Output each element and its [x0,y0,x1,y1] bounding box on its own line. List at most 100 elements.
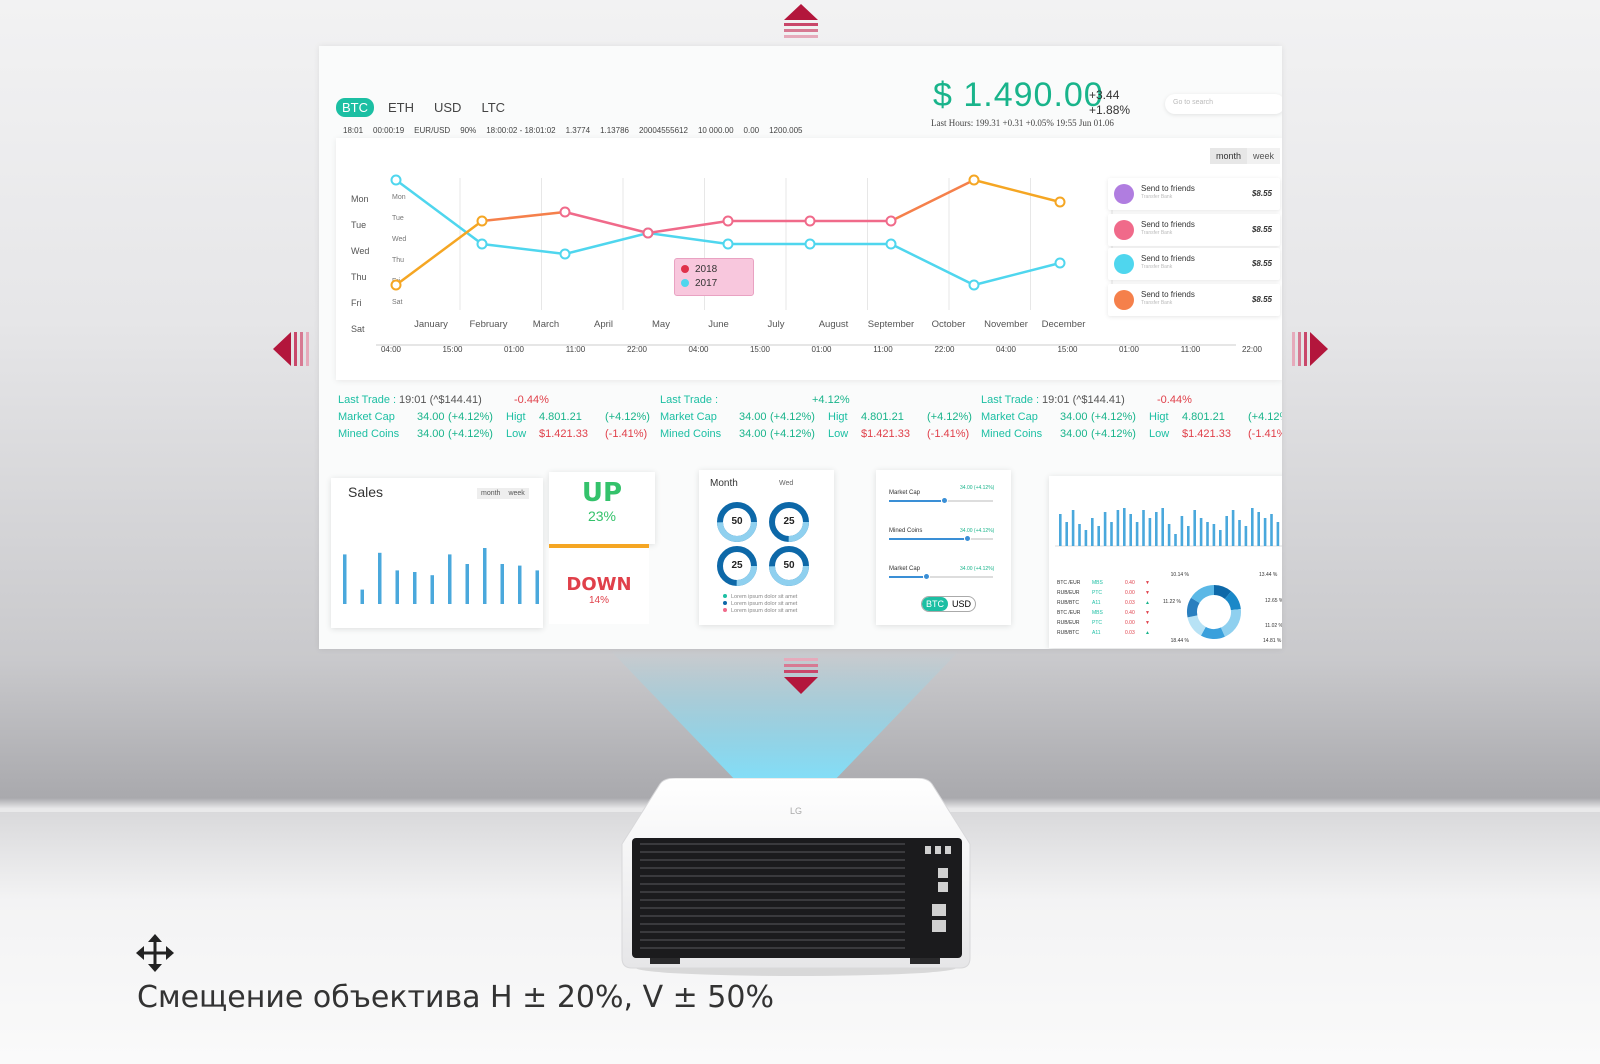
slider-3[interactable] [889,573,993,580]
slider-2-fill [889,538,964,540]
slider-1-fill [889,500,941,502]
slider-2-knob[interactable] [963,535,971,542]
mini-bar [1238,520,1241,546]
search-input[interactable]: Go to search [1165,94,1282,114]
low-value: $1.421.33 [861,428,910,440]
friend-price: $8.55 [1251,189,1272,198]
sales-title: Sales [348,484,384,500]
donut-label: 18.44 % [1171,638,1190,644]
tab-eth[interactable]: ETH [388,100,414,115]
series-2018-point [642,227,654,239]
toggle-usd[interactable]: USD [952,599,972,609]
x-tick-time: 01:00 [1119,345,1140,354]
pair-value: 0.03 [1125,600,1135,606]
x-tick-month: December [1042,319,1086,330]
series-2018-line [395,219,483,287]
ring-2-label: 25 [783,516,795,527]
pair-code: MBS [1092,610,1103,616]
send-icon [1114,290,1134,310]
btc-usd-toggle[interactable]: BTC USD [921,596,977,612]
slider-3-knob[interactable] [923,573,931,580]
info-item-1: 00:00:19 [373,126,405,135]
info-item-3: 90% [460,126,477,135]
low-label: Low [506,428,527,440]
series-2018-point [559,206,571,218]
sales-bar [535,570,539,604]
info-item-7: 20004555612 [638,126,688,135]
lorem-1: Lorem ipsum dolor sit amet [723,594,797,600]
mini-bar [1199,518,1203,546]
donut-label: 11.22 % [1163,599,1182,605]
friend-item[interactable]: Send to friends Transfer Bank $8.55 [1108,248,1280,280]
sales-panel: Sales month week [331,478,543,628]
ring-4-label: 50 [783,560,795,571]
lorem-1-text: Lorem ipsum dolor sit amet [731,594,798,600]
mini-bar [1059,514,1062,546]
series-2018-point [722,215,734,227]
friend-sub: Transfer Bank [1141,194,1173,200]
shift-left-arrow-icon [273,332,309,366]
x-tick-time: 15:00 [442,345,463,354]
tab-week[interactable]: week [1247,148,1281,164]
market-cap-row: Market Cap 34.00 (+4.12%) Higt 4.801.21 (+4.1… [981,409,1282,426]
up-arrow-icon: ▲ [1145,630,1150,636]
lens-shift-move-icon [136,934,174,972]
legend-2017-label: 2017 [695,278,718,289]
series-2018-line [973,178,1061,204]
y-tick-inner: Thu [392,257,404,264]
shift-up-arrow-icon [784,4,818,38]
up-arrow-icon: ▲ [1145,600,1150,606]
donut-label: 12.65 % [1265,598,1282,604]
tab-ltc[interactable]: LTC [481,100,506,115]
send-icon [1114,220,1134,240]
last-trade-change: -0.44% [514,394,549,406]
down-label: DOWN [566,574,632,595]
sales-tab-month[interactable]: month [477,488,505,499]
low-label: Low [1149,428,1170,440]
friend-item[interactable]: Send to friends Transfer Bank $8.55 [1108,214,1280,246]
low-value: $1.421.33 [539,428,588,440]
x-tick-month: September [868,319,914,330]
mined-coins-row: Mined Coins 34.00 (+4.12%) Low $1.421.33 (-1.… [981,426,1282,443]
friend-item[interactable]: Send to friends Transfer Bank $8.55 [1108,178,1280,210]
mini-bar [1257,512,1260,546]
lorem-3-dot [723,608,727,612]
x-tick-month: August [819,319,849,330]
legend-2017-swatch [681,279,689,287]
sales-tabs: month week [477,488,529,499]
series-2018-point [804,215,816,227]
slider-1-knob[interactable] [941,497,948,504]
mini-bar [1270,514,1273,546]
shift-down-arrow-icon [784,658,818,694]
toggle-btc[interactable]: BTC [922,597,948,611]
shift-right-arrow-icon [1292,332,1328,366]
high-value: 4.801.21 [861,411,904,423]
slider-panel: Market Cap 34.00 (+4.12%) Mined Coins 34… [876,470,1011,625]
pair-code: PTC [1092,620,1102,626]
ring-3-accent [717,546,757,586]
mined-coins-row: Mined Coins 34.00 (+4.12%) Low $1.421.33 (-1.… [660,426,980,443]
high-change: (+4.12%) [605,411,650,423]
series-2017-point [476,238,488,250]
tab-month[interactable]: month [1210,148,1248,164]
high-label: Higt [1149,411,1169,423]
projected-screen: BTC ETH USD LTC 18:01 00:00:19 EUR/USD 90% 1… [319,46,1282,649]
legend-2018-swatch [681,265,689,273]
slider-1[interactable] [889,497,993,504]
friend-title: Send to friends [1141,254,1195,263]
friend-item[interactable]: Send to friends Transfer Bank $8.55 [1108,284,1280,316]
market-cap-label: Market Cap [660,411,717,423]
chart-legend: 2018 2017 [674,258,754,296]
tab-usd[interactable]: USD [434,100,462,115]
slider-2[interactable] [889,535,993,542]
sales-tab-week[interactable]: week [504,488,529,499]
tab-btc[interactable]: BTC [336,98,374,117]
trade-column: Last Trade :19:01 (^$144.41) -0.44% Market… [981,392,1282,443]
trade-last-row: Last Trade : +4.12% [660,392,980,409]
x-tick-month: October [932,319,966,330]
mini-bar [1135,522,1139,546]
lorem-3-text: Lorem ipsum dolor sit amet [731,608,798,614]
mini-bar [1251,508,1254,546]
friend-sub: Transfer Bank [1141,264,1173,270]
